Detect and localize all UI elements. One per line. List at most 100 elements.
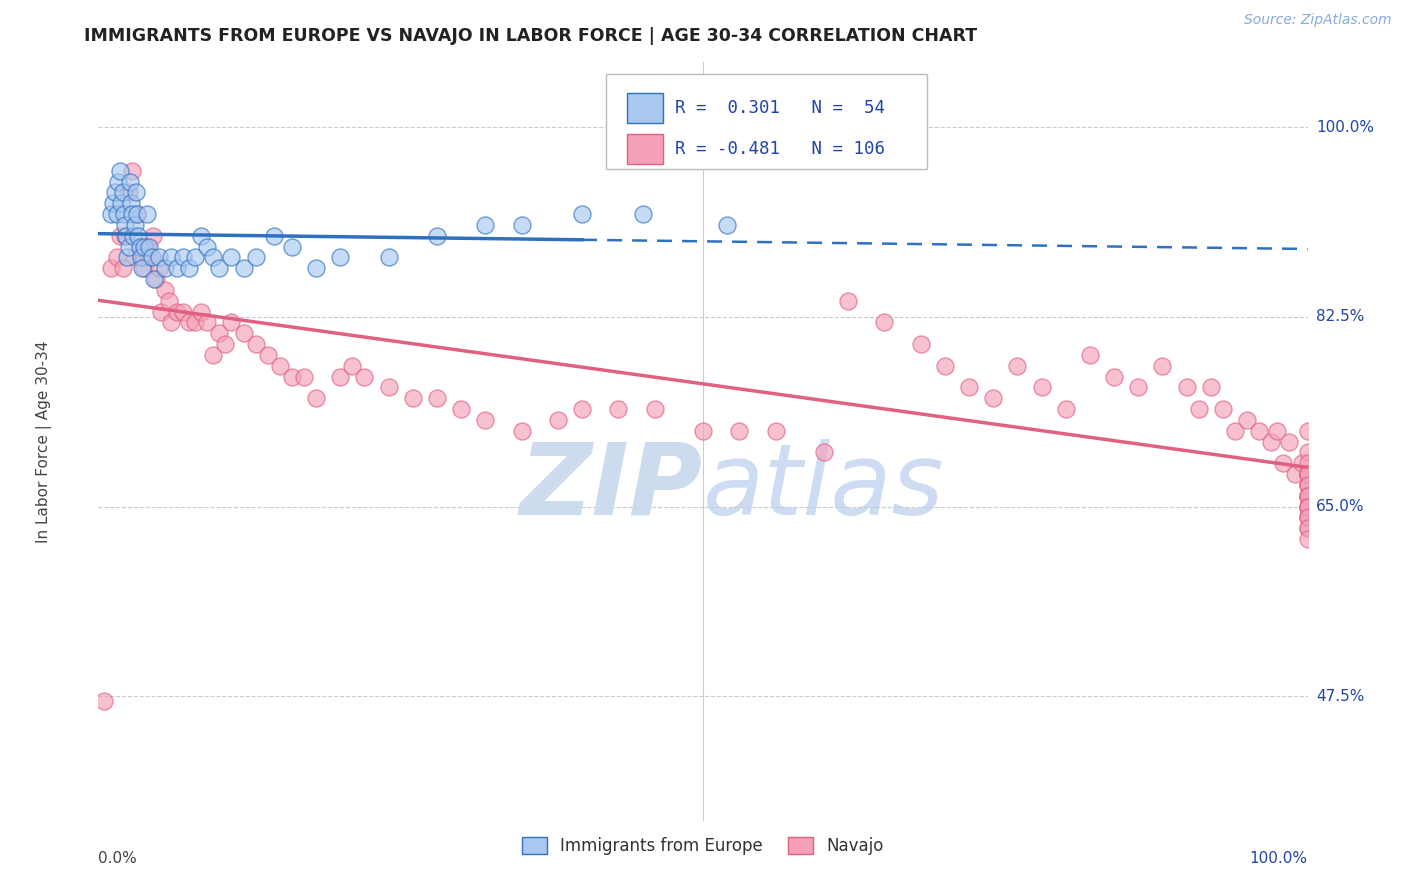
Point xyxy=(1296,521,1319,535)
Point xyxy=(1296,467,1319,481)
Point xyxy=(245,337,267,351)
FancyBboxPatch shape xyxy=(627,93,664,123)
Point xyxy=(1296,500,1319,514)
Point xyxy=(124,218,146,232)
Point xyxy=(93,694,115,708)
Point xyxy=(474,413,496,427)
Point xyxy=(510,424,533,438)
Point xyxy=(121,163,143,178)
Point xyxy=(128,239,150,253)
Point xyxy=(143,272,166,286)
Point xyxy=(281,239,304,253)
Point xyxy=(184,315,207,329)
Point xyxy=(138,239,160,253)
Point xyxy=(1031,380,1053,394)
Point xyxy=(166,304,188,318)
Point xyxy=(1291,456,1313,470)
Point xyxy=(128,239,150,253)
Point xyxy=(111,261,134,276)
Point xyxy=(104,186,127,200)
Point xyxy=(190,304,212,318)
Point xyxy=(329,251,352,265)
Point xyxy=(232,326,254,341)
Text: 47.5%: 47.5% xyxy=(1316,689,1364,704)
Point xyxy=(120,196,142,211)
Point xyxy=(837,293,859,308)
Point xyxy=(1296,510,1319,524)
Point xyxy=(150,304,173,318)
Point xyxy=(160,251,183,265)
Point xyxy=(1296,467,1319,481)
Text: R =  0.301   N =  54: R = 0.301 N = 54 xyxy=(675,99,886,117)
Point xyxy=(101,196,124,211)
Point xyxy=(1296,500,1319,514)
Point xyxy=(148,251,170,265)
Point xyxy=(1296,489,1319,503)
Point xyxy=(105,207,128,221)
Point xyxy=(1296,445,1319,459)
Point xyxy=(1212,402,1234,417)
Point xyxy=(305,391,328,405)
Point xyxy=(118,239,141,253)
Point xyxy=(179,261,201,276)
Point xyxy=(142,228,165,243)
Point xyxy=(1296,500,1319,514)
Text: R = -0.481   N = 106: R = -0.481 N = 106 xyxy=(675,140,886,158)
Point xyxy=(1296,478,1319,492)
Point xyxy=(131,251,153,265)
Point xyxy=(1296,489,1319,503)
Point xyxy=(1296,456,1319,470)
Point xyxy=(1054,402,1077,417)
Point xyxy=(571,402,593,417)
Point xyxy=(1296,521,1319,535)
Point xyxy=(166,261,188,276)
Point xyxy=(105,251,128,265)
Point xyxy=(115,228,138,243)
Point xyxy=(208,261,231,276)
Point xyxy=(353,369,375,384)
Point xyxy=(692,424,714,438)
Point xyxy=(981,391,1004,405)
Point xyxy=(728,424,751,438)
Point xyxy=(221,251,243,265)
Text: 65.0%: 65.0% xyxy=(1316,499,1364,514)
Point xyxy=(127,207,149,221)
Point xyxy=(474,218,496,232)
Point xyxy=(873,315,896,329)
Point xyxy=(100,261,122,276)
Point xyxy=(135,207,157,221)
Point xyxy=(145,272,167,286)
Point xyxy=(160,315,183,329)
Point xyxy=(1272,456,1295,470)
Point xyxy=(402,391,425,405)
Point xyxy=(644,402,666,417)
Point xyxy=(129,251,152,265)
Legend: Immigrants from Europe, Navajo: Immigrants from Europe, Navajo xyxy=(516,830,890,862)
Point xyxy=(957,380,980,394)
Point xyxy=(1249,424,1271,438)
Point xyxy=(426,391,449,405)
Point xyxy=(134,261,156,276)
Point xyxy=(108,163,131,178)
Point xyxy=(1296,467,1319,481)
Point xyxy=(377,380,399,394)
Point xyxy=(202,348,225,362)
Point xyxy=(1078,348,1101,362)
Point xyxy=(114,218,136,232)
Point xyxy=(910,337,932,351)
Point xyxy=(631,207,654,221)
Text: 100.0%: 100.0% xyxy=(1316,120,1374,135)
FancyBboxPatch shape xyxy=(627,134,664,164)
Point xyxy=(221,315,243,329)
Point xyxy=(202,251,225,265)
Point xyxy=(111,186,134,200)
Point xyxy=(121,207,143,221)
Text: 100.0%: 100.0% xyxy=(1250,851,1308,866)
Point xyxy=(179,315,201,329)
Point xyxy=(263,228,285,243)
Point xyxy=(214,337,236,351)
Point xyxy=(131,261,153,276)
Point xyxy=(141,251,163,265)
Point xyxy=(1284,467,1306,481)
Point xyxy=(571,207,593,221)
